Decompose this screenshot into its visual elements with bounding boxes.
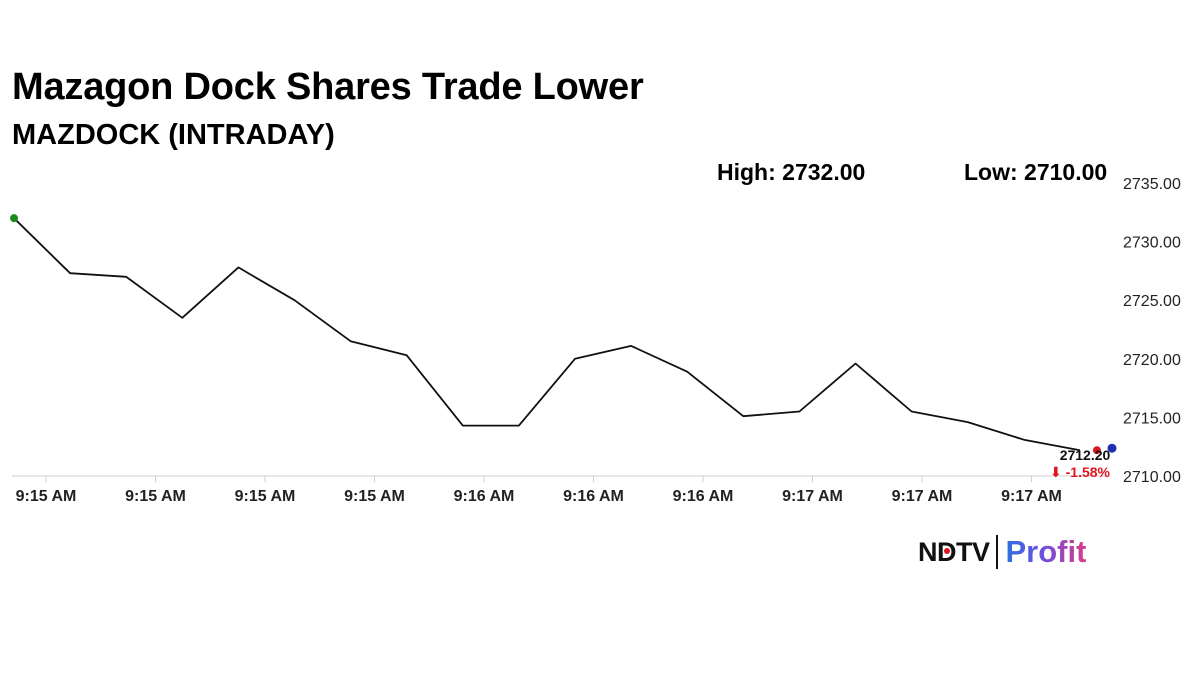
ndtv-profit-logo: NDTV Profit — [918, 532, 1086, 572]
logo-divider — [995, 535, 998, 569]
y-tick-label: 2730.00 — [1123, 235, 1181, 252]
price-line — [13, 217, 1081, 452]
x-tick-label: 9:17 AM — [892, 488, 953, 505]
x-tick-label: 9:15 AM — [125, 488, 186, 505]
y-tick-label: 2720.00 — [1123, 352, 1181, 369]
x-tick-label: 9:15 AM — [344, 488, 405, 505]
logo-ndtv-text: NDTV — [918, 536, 990, 567]
y-tick-label: 2725.00 — [1123, 293, 1181, 310]
markers — [10, 214, 1117, 455]
x-tick-label: 9:16 AM — [673, 488, 734, 505]
logo-profit-text: Profit — [1005, 534, 1087, 569]
last-point-marker — [1092, 446, 1101, 455]
x-tick-label: 9:17 AM — [1001, 488, 1062, 505]
high-stat: High: 2732.00 — [717, 159, 866, 185]
start-point-marker — [10, 214, 18, 223]
x-tick-label: 9:15 AM — [235, 488, 296, 505]
last-price-label: 2712.20 — [1060, 447, 1111, 463]
y-tick-label: 2715.00 — [1123, 410, 1181, 427]
y-axis: 2735.00 2730.00 2725.00 2720.00 2715.00 2710.… — [1123, 176, 1181, 486]
x-tick-label: 9:15 AM — [16, 488, 77, 505]
logo-dot-icon — [944, 548, 950, 554]
low-stat: Low: 2710.00 — [964, 159, 1108, 185]
price-change-label: ⬇ -1.58% — [1050, 464, 1111, 480]
y-tick-label: 2735.00 — [1123, 176, 1181, 193]
current-price-marker — [1107, 443, 1117, 453]
chart-subtitle: MAZDOCK (INTRADAY) — [12, 119, 335, 151]
x-tick-label: 9:16 AM — [563, 488, 624, 505]
x-tick-label: 9:17 AM — [782, 488, 843, 505]
chart-title: Mazagon Dock Shares Trade Lower — [12, 66, 644, 108]
x-tick-label: 9:16 AM — [454, 488, 515, 505]
x-axis: 9:15 AM 9:15 AM 9:15 AM 9:15 AM 9:16 AM 9:16 … — [12, 475, 1108, 505]
y-tick-label: 2710.00 — [1123, 469, 1181, 486]
